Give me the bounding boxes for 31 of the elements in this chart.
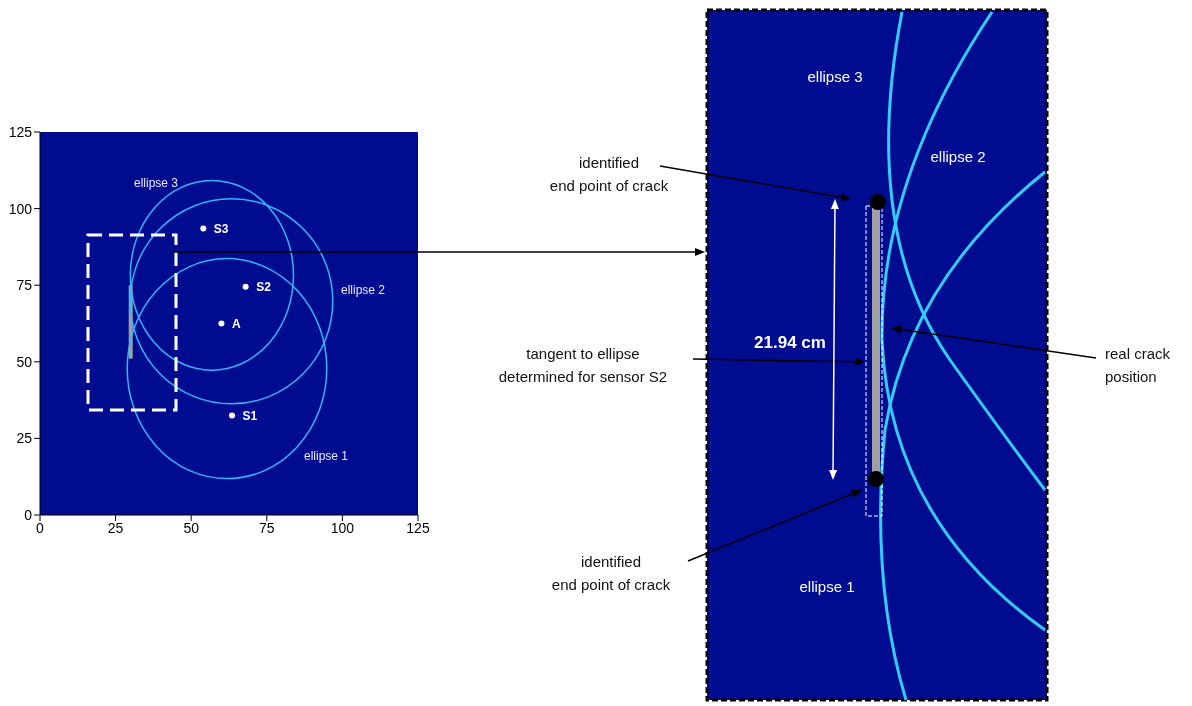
y-tick-label: 50 — [16, 353, 33, 370]
y-tick-label: 25 — [16, 430, 33, 447]
point — [218, 320, 225, 327]
y-tick-label: 125 — [8, 123, 33, 140]
data-label: S1 — [242, 408, 258, 423]
data-label: A — [231, 316, 241, 331]
text: 21.94 cm — [754, 333, 826, 352]
annotation: ellipse 3 — [133, 176, 179, 191]
x-tick-label: 50 — [183, 519, 200, 536]
text: identified end point of crack — [549, 154, 669, 194]
x-tick-label: 125 — [406, 519, 430, 536]
text: tangent to ellipse determined for sensor S2 — [498, 345, 668, 385]
text: ellipse 2 — [930, 148, 986, 165]
y-tick-label: 0 — [24, 506, 33, 523]
text: ellipse 3 — [807, 68, 863, 85]
annotation: ellipse 2 — [340, 283, 386, 298]
data-label: S2 — [256, 279, 272, 294]
annotation: ellipse 1 — [303, 449, 349, 464]
text: ellipse 1 — [799, 578, 855, 595]
point — [200, 225, 207, 232]
point — [242, 283, 249, 290]
y-tick-label: 100 — [8, 200, 33, 217]
point — [229, 412, 236, 419]
data-label: S3 — [213, 221, 229, 236]
x-tick-label: 0 — [36, 519, 45, 536]
x-tick-label: 25 — [107, 519, 124, 536]
y-tick-label: 75 — [16, 277, 33, 294]
x-tick-label: 75 — [259, 519, 275, 536]
x-tick-label: 100 — [330, 519, 355, 536]
text: real crack position — [1105, 345, 1171, 385]
text: identified end point of crack — [551, 553, 671, 593]
